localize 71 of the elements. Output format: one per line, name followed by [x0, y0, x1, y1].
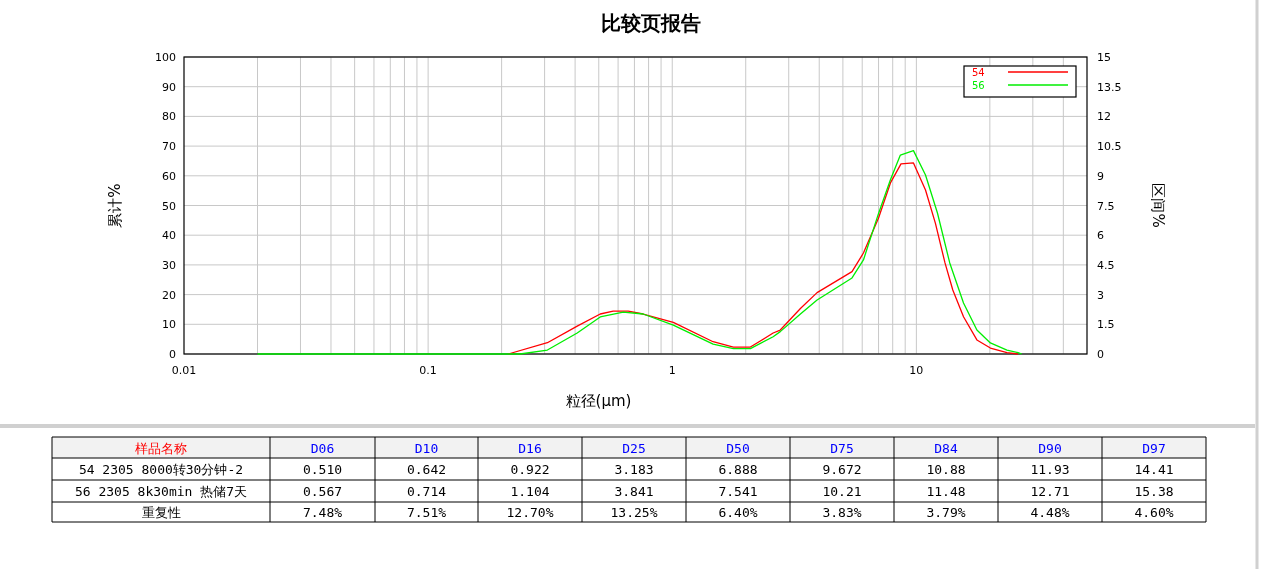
y2-tick-label: 7.5	[1097, 199, 1115, 213]
y2-tick-label: 9	[1097, 169, 1104, 183]
text: D84	[934, 440, 958, 456]
text: 6.40%	[718, 505, 758, 520]
y-tick-label: 70	[162, 140, 176, 154]
text: 12.71	[1030, 484, 1070, 499]
text: D97	[1142, 440, 1166, 456]
text: 11.48	[926, 484, 966, 499]
text: 重复性	[141, 505, 181, 520]
text: 13.25%	[610, 505, 658, 520]
text: 9.672	[822, 462, 862, 477]
y-tick-label: 30	[162, 258, 176, 272]
text: 10.88	[926, 462, 966, 477]
y-tick-label: 50	[162, 199, 176, 213]
text: 0.567	[302, 484, 343, 499]
x-axis-title: 粒径(μm)	[565, 392, 632, 410]
text: 3.183	[614, 462, 654, 477]
text: D50	[726, 440, 750, 456]
text: 15.38	[1134, 484, 1174, 499]
y2-tick-label: 10.5	[1097, 140, 1122, 154]
x-tick-label: 1	[668, 364, 676, 377]
y2-axis-title: 区间%	[1149, 183, 1167, 228]
y-tick-label: 60	[162, 169, 176, 183]
text: 7.541	[718, 484, 758, 499]
text: D90	[1038, 440, 1062, 456]
y2-tick-label: 6	[1097, 229, 1104, 243]
text: D75	[830, 440, 854, 456]
text: 14.41	[1134, 462, 1174, 477]
y2-tick-label: 15	[1097, 51, 1111, 64]
text: 3.79%	[926, 505, 966, 520]
text: D16	[518, 440, 542, 456]
x-tick-label: 10	[909, 364, 924, 377]
text: 7.51%	[406, 505, 447, 520]
y2-tick-label: 1.5	[1097, 318, 1115, 332]
y-tick-label: 100	[155, 51, 176, 64]
y2-tick-label: 3	[1097, 288, 1104, 302]
y-tick-label: 80	[162, 110, 176, 124]
text: 54 2305 8000转30分钟-2	[78, 462, 244, 477]
text: 4.48%	[1030, 505, 1070, 520]
text: 1.104	[510, 484, 550, 499]
text: 4.60%	[1134, 505, 1174, 520]
x-tick-label: 0.01	[171, 364, 197, 377]
text: D06	[310, 440, 335, 456]
text: 7.48%	[302, 505, 343, 520]
y-tick-label: 10	[162, 318, 176, 332]
y2-tick-label: 12	[1097, 110, 1111, 124]
legend: 54 56	[963, 65, 1077, 98]
text: 11.93	[1030, 462, 1070, 477]
text: 0.714	[406, 484, 447, 499]
text: 56 2305 8k30min 热储7天	[74, 484, 248, 499]
text: 0.510	[302, 462, 343, 477]
text: D10	[414, 440, 439, 456]
text: 12.70%	[506, 505, 554, 520]
text: 10.21	[822, 484, 862, 499]
text: 0.642	[406, 462, 447, 477]
x-tick-label: 0.1	[419, 364, 437, 377]
y2-tick-label: 0	[1097, 348, 1104, 361]
y-tick-label: 90	[162, 80, 176, 94]
text: D25	[622, 440, 646, 456]
text: 3.841	[614, 484, 654, 499]
y-tick-label: 20	[162, 288, 176, 302]
y2-tick-label: 4.5	[1097, 258, 1115, 272]
chart-title: 比较页报告	[600, 11, 701, 35]
y-tick-label: 40	[162, 229, 176, 243]
text: 0.922	[510, 462, 550, 477]
y-axis-title: 累计%	[106, 183, 124, 228]
y-tick-label: 0	[169, 348, 176, 361]
text: 6.888	[718, 462, 758, 477]
y2-tick-label: 13.5	[1097, 80, 1122, 94]
text: 3.83%	[822, 505, 862, 520]
text: 样品名称	[135, 440, 187, 456]
